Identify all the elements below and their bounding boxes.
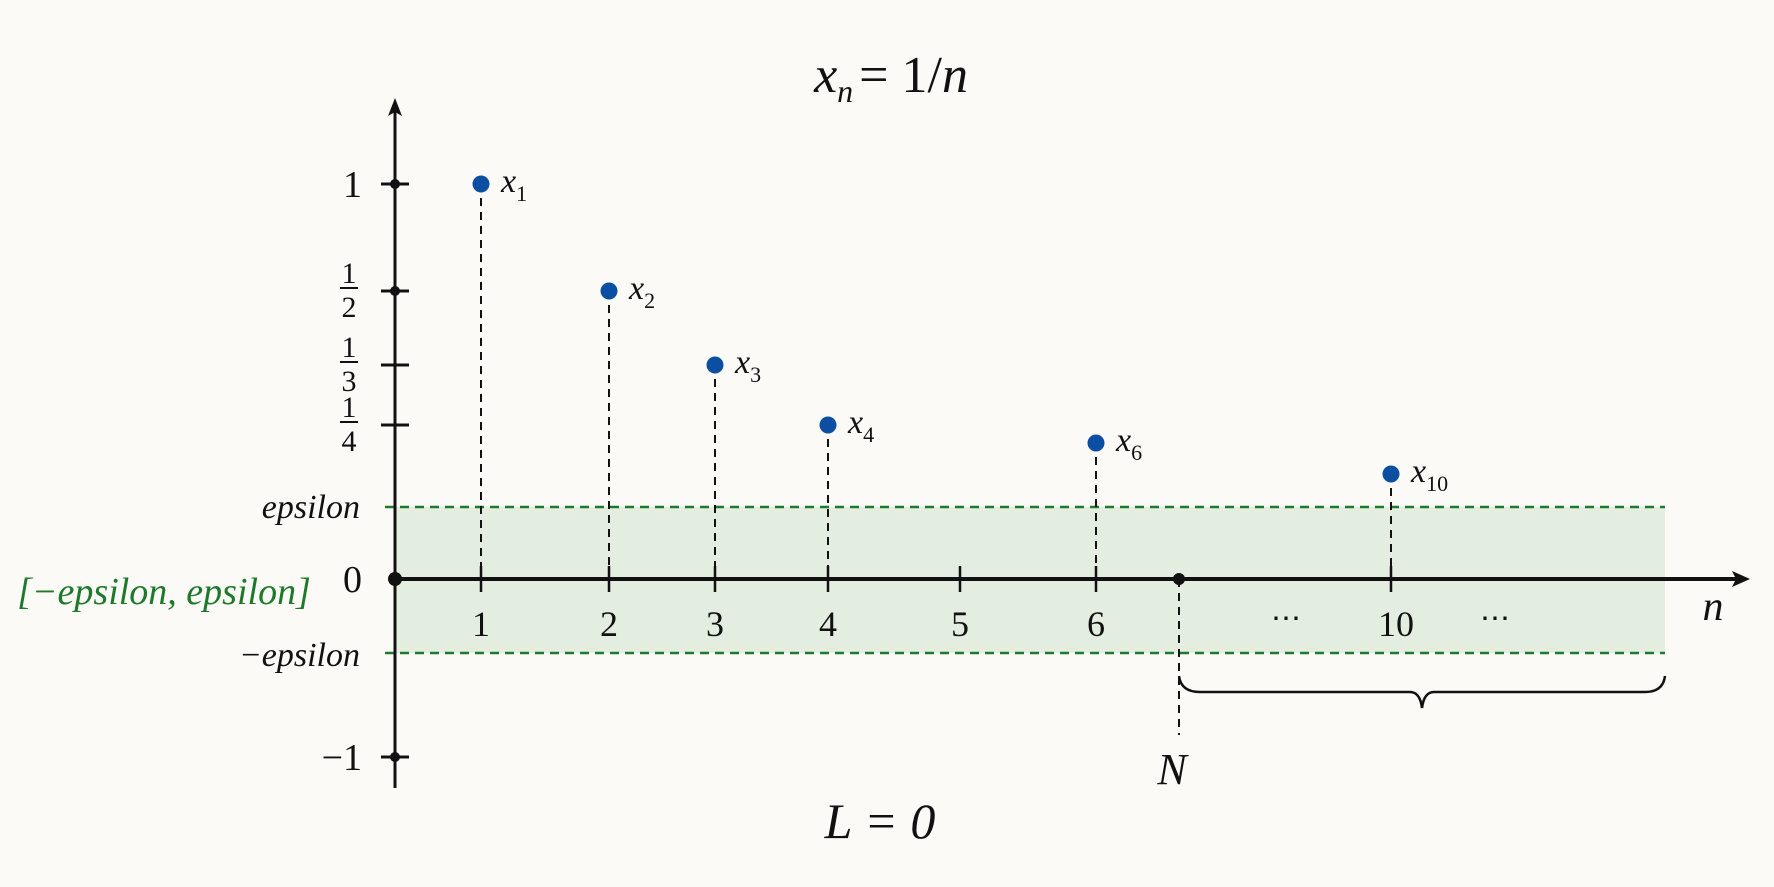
y-tick-label: −1 <box>322 737 362 779</box>
x-tick-label: 3 <box>706 604 724 644</box>
y-tick-label-numerator: 1 <box>342 331 357 364</box>
y-tick-dot <box>390 752 400 762</box>
data-point <box>1087 434 1105 452</box>
point-label: x3 <box>734 344 761 387</box>
point-label: x4 <box>847 404 874 447</box>
y-tick-label: 0 <box>343 559 362 601</box>
x-ellipsis-2: ⋯ <box>1480 602 1510 635</box>
y-axis-arrow <box>388 98 402 116</box>
N-marker <box>1173 573 1185 585</box>
y-label-epsilon: epsilon <box>262 489 360 526</box>
x-ellipsis-1: ⋯ <box>1271 602 1301 635</box>
x-tick-label: 6 <box>1087 604 1105 644</box>
interval-label: [−epsilon, epsilon] <box>17 571 311 613</box>
point-label: x1 <box>500 163 527 206</box>
data-point <box>1382 465 1400 483</box>
x-tick-label: 2 <box>600 604 618 644</box>
y-tick-label: 1 <box>343 164 362 206</box>
point-label: x10 <box>1410 453 1448 496</box>
point-label: x2 <box>628 270 655 313</box>
y-label-neg-epsilon: −epsilon <box>239 637 360 674</box>
x-tick-label: 5 <box>951 604 969 644</box>
x-axis-arrow <box>1732 571 1750 587</box>
title-n: n <box>942 47 968 104</box>
data-point <box>706 356 724 374</box>
data-point <box>819 416 837 434</box>
point-label: x6 <box>1115 422 1142 465</box>
x-tick-label: 4 <box>819 604 837 644</box>
y-tick-label-denominator: 4 <box>342 425 357 458</box>
title-var: x <box>813 47 837 104</box>
N-label: N <box>1156 745 1189 794</box>
limit-label: L = 0 <box>824 793 936 849</box>
title-rhs: = 1/ <box>859 47 942 104</box>
x-tick-label: 10 <box>1378 604 1414 644</box>
y-tick-dot <box>390 179 400 189</box>
data-point <box>600 282 618 300</box>
y-tick-label-numerator: 1 <box>342 391 357 424</box>
y-tick-label-denominator: 3 <box>342 365 357 398</box>
origin-marker <box>388 572 402 586</box>
y-tick-label-denominator: 2 <box>342 291 357 324</box>
y-tick-label-numerator: 1 <box>342 257 357 290</box>
chart-title: xn = 1/n <box>813 47 968 109</box>
y-tick-dot <box>390 286 400 296</box>
brace <box>1177 675 1667 709</box>
x-axis-label: n <box>1703 584 1724 630</box>
title-sub: n <box>837 73 853 109</box>
data-point <box>472 175 490 193</box>
x-tick-label: 1 <box>472 604 490 644</box>
